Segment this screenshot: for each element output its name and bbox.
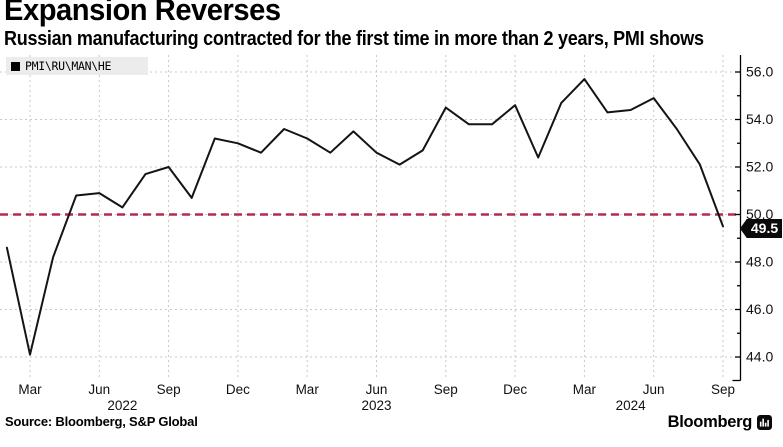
y-axis-label: 56.0 <box>746 64 773 80</box>
chart-subtitle: Russian manufacturing contracted for the… <box>4 28 704 50</box>
legend-item-pmi[interactable]: PMI\RU\MAN\HE <box>25 59 112 73</box>
x-axis-year-label: 2024 <box>616 398 647 413</box>
y-axis-label: 50.0 <box>746 206 773 222</box>
x-axis-month-label: Dec <box>503 382 527 397</box>
y-axis: 44.0 46.0 48.0 50.0 52.0 54.0 56.0 <box>732 55 773 382</box>
last-value-badge: 49.5 <box>740 219 782 238</box>
x-axis-month-label: Jun <box>366 382 388 397</box>
x-axis-month-label: Jun <box>88 382 110 397</box>
x-axis-month-label: Mar <box>18 382 42 397</box>
y-axis-label: 52.0 <box>746 159 773 175</box>
x-axis-month-label: Sep <box>434 382 458 397</box>
legend: PMI\RU\MAN\HE <box>6 57 148 75</box>
y-axis-label: 46.0 <box>746 301 773 317</box>
source-note: Source: Bloomberg, S&P Global <box>5 414 198 429</box>
y-axis-label: 44.0 <box>746 349 773 365</box>
page-title: Expansion Reverses <box>4 0 281 27</box>
bar-chart-icon <box>757 415 772 430</box>
pmi-line <box>5 78 724 356</box>
pmi-series-line <box>5 78 724 356</box>
x-axis-month-label: Sep <box>711 382 735 397</box>
bloomberg-logo: Bloomberg <box>668 413 772 432</box>
bloomberg-wordmark: Bloomberg <box>667 413 753 431</box>
x-axis-month-label: Sep <box>157 382 181 397</box>
y-axis-label: 48.0 <box>746 254 773 270</box>
x-axis-year-label: 2023 <box>361 398 391 413</box>
x-axis-year-label: 2022 <box>107 398 137 413</box>
y-axis-label: 54.0 <box>746 111 773 127</box>
x-axis-month-label: Jun <box>643 382 665 397</box>
x-axis-month-label: Dec <box>226 382 250 397</box>
gridlines <box>0 55 740 378</box>
series-swatch-icon <box>11 61 20 71</box>
x-axis-labels: Mar Jun Sep Dec Mar Jun Sep Dec Mar Jun Sep 2022 202… <box>18 382 735 413</box>
x-axis-month-label: Mar <box>296 382 320 397</box>
x-axis-month-label: Mar <box>573 382 597 397</box>
